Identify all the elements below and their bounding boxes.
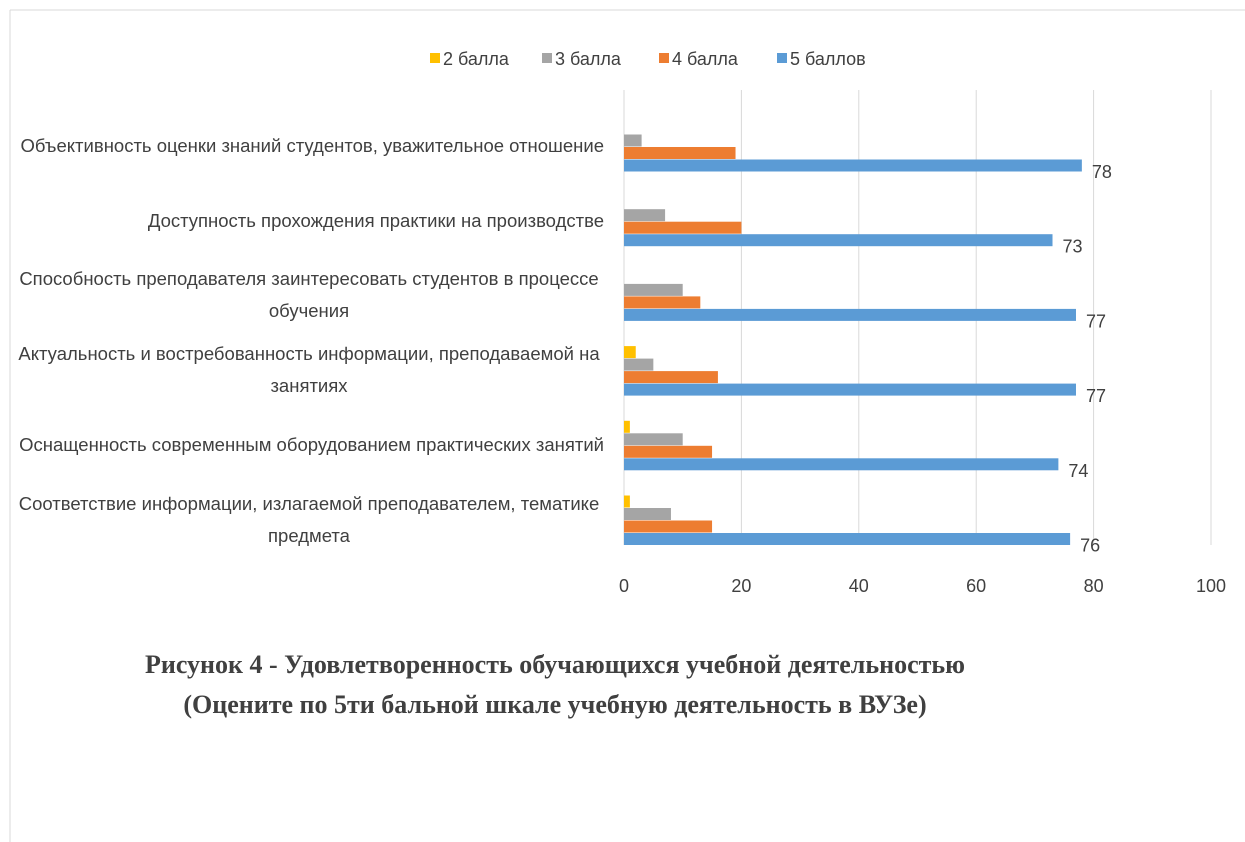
category-label: Объективность оценки знаний студентов, у… bbox=[20, 135, 604, 156]
bar bbox=[624, 420, 630, 433]
legend-swatch bbox=[542, 53, 552, 63]
legend-swatch bbox=[659, 53, 669, 63]
bar bbox=[624, 383, 1076, 396]
legend-label: 4 балла bbox=[672, 49, 739, 69]
bar bbox=[624, 221, 742, 234]
value-label: 77 bbox=[1086, 311, 1106, 331]
x-tick-label: 80 bbox=[1084, 576, 1104, 596]
x-tick-label: 40 bbox=[849, 576, 869, 596]
category-label: Соответствие информации, излагаемой преп… bbox=[18, 492, 600, 546]
bar bbox=[624, 296, 701, 309]
bar bbox=[624, 520, 713, 533]
bar bbox=[624, 134, 642, 147]
legend-label: 2 балла bbox=[443, 49, 510, 69]
bar bbox=[624, 533, 1071, 545]
bar bbox=[624, 147, 736, 159]
value-label: 76 bbox=[1080, 536, 1100, 556]
x-tick-label: 0 bbox=[619, 576, 629, 596]
bar bbox=[624, 495, 630, 508]
value-label: 78 bbox=[1092, 162, 1112, 182]
legend-swatch bbox=[430, 53, 440, 63]
value-label: 73 bbox=[1063, 237, 1083, 257]
bar bbox=[624, 346, 636, 359]
x-tick-label: 20 bbox=[731, 576, 751, 596]
bar bbox=[624, 445, 713, 458]
bar bbox=[624, 358, 654, 371]
bar bbox=[624, 209, 666, 222]
legend-label: 3 балла bbox=[555, 49, 622, 69]
bar bbox=[624, 371, 718, 384]
category-label: Оснащенность современным оборудованием п… bbox=[19, 433, 604, 455]
bar bbox=[624, 308, 1076, 321]
value-label: 74 bbox=[1068, 461, 1088, 481]
category-label: Доступность прохождения практики на прои… bbox=[147, 209, 604, 231]
bar bbox=[624, 458, 1059, 471]
category-label: Способность преподавателя заинтересовать… bbox=[19, 268, 599, 322]
category-label: Актуальность и востребованность информац… bbox=[18, 343, 600, 397]
legend-label: 5 баллов bbox=[790, 49, 866, 69]
value-label: 77 bbox=[1086, 386, 1106, 406]
bar bbox=[624, 234, 1053, 247]
bar bbox=[624, 159, 1082, 172]
bar bbox=[624, 508, 671, 520]
legend-swatch bbox=[777, 53, 787, 63]
caption: Рисунок 4 - Удовлетворенность обучающихс… bbox=[144, 650, 966, 719]
x-tick-label: 100 bbox=[1196, 576, 1226, 596]
bar bbox=[624, 433, 683, 446]
x-tick-label: 60 bbox=[966, 576, 986, 596]
bar bbox=[624, 283, 683, 296]
